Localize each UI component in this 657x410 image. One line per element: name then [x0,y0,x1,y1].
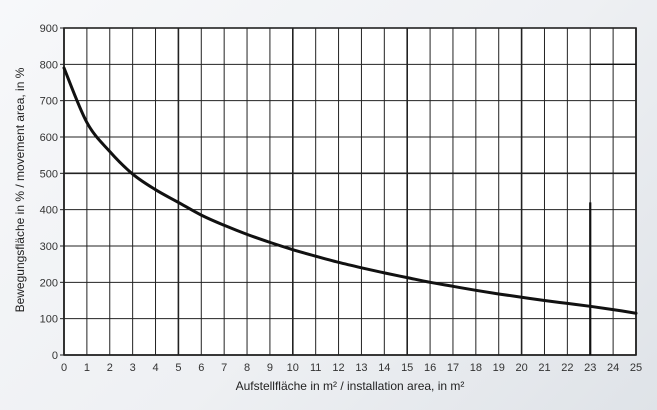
x-tick-label: 25 [630,362,642,374]
series-line [62,66,638,315]
tick-labels: 0 1 2 3 4 5 6 7 8 9 10 11 12 13 14 15 16 17 18 19 20 21 22 23 24… [40,23,642,374]
x-tick-label: 24 [607,362,619,374]
x-tick-label: 17 [447,362,459,374]
x-tick-label: 7 [221,362,227,374]
y-tick-label: 200 [40,277,58,289]
x-tick-label: 23 [584,362,596,374]
y-tick-label: 800 [40,59,58,71]
x-tick-label: 21 [538,362,550,374]
x-tick-label: 15 [401,362,413,374]
x-tick-label: 20 [515,362,527,374]
x-tick-label: 13 [355,362,367,374]
annotations [589,63,636,355]
x-tick-label: 11 [310,362,321,374]
x-tick-label: 5 [175,362,181,374]
x-axis-label: Aufstellfläche in m² / installation area… [236,379,465,393]
y-tick-label: 900 [40,23,58,35]
plot-area [64,28,636,355]
x-tick-label: 0 [61,362,67,374]
x-tick-label: 18 [470,362,482,374]
x-tick-label: 2 [107,362,113,374]
x-tick-label: 12 [332,362,344,374]
x-tick-label: 9 [267,362,273,374]
x-tick-label: 14 [378,362,390,374]
x-tick-label: 8 [244,362,250,374]
x-tick-label: 16 [424,362,436,374]
plot-frame [63,27,637,356]
x-tick-label: 4 [152,362,158,374]
y-tick-label: 600 [40,132,58,144]
y-axis-label: Bewegungsfläche in % / movement area, in… [13,67,27,312]
x-tick-label: 3 [130,362,136,374]
x-tick-label: 6 [198,362,204,374]
x-tick-label: 22 [561,362,573,374]
y-tick-label: 700 [40,96,58,108]
y-tick-label: 400 [40,205,58,217]
y-tick-label: 100 [40,314,58,326]
y-tick-label: 500 [40,168,58,180]
grid [60,27,637,356]
y-tick-label: 0 [52,350,58,362]
x-tick-label: 19 [493,362,505,374]
y-tick-label: 300 [40,241,58,253]
x-tick-label: 10 [287,362,299,374]
x-tick-label: 1 [84,362,90,374]
